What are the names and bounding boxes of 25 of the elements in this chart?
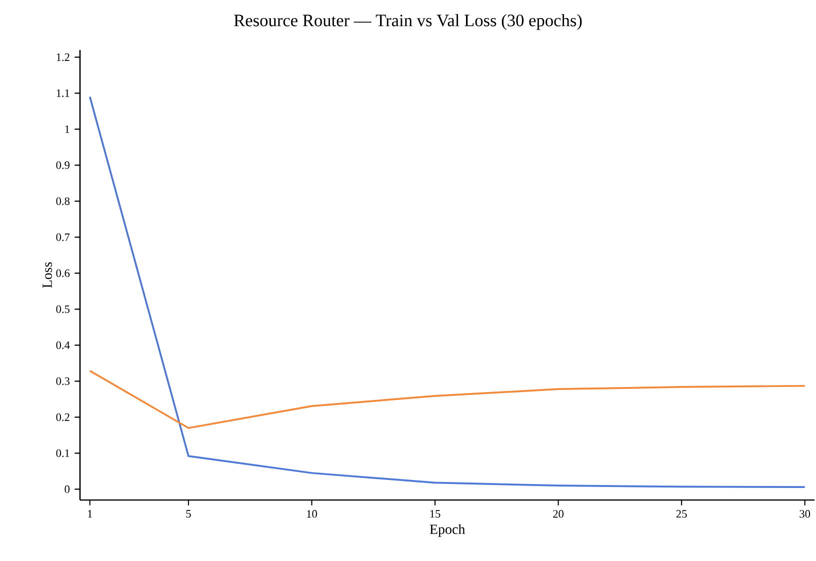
x-tick-label: 15 — [430, 510, 440, 518]
y-tick-label: 0.3 — [56, 377, 70, 386]
x-tick-label: 10 — [307, 510, 317, 518]
x-axis-title: Epoch — [430, 524, 466, 537]
y-tick-label: 0.8 — [56, 197, 70, 206]
y-tick-label: 1.2 — [56, 53, 70, 62]
x-tick-label: 1 — [88, 510, 92, 518]
y-tick-label: 0 — [64, 485, 70, 494]
x-tick-label: 30 — [800, 510, 810, 518]
x-tick-label: 5 — [186, 510, 191, 518]
y-tick-label: 1 — [65, 125, 70, 133]
y-tick-label: 0.4 — [56, 341, 70, 350]
y-tick-label: 1.1 — [56, 89, 70, 98]
y-tick-label: 0.9 — [56, 161, 70, 170]
y-tick-label: 0.5 — [56, 305, 70, 314]
line-series — [88, 370, 806, 429]
y-axis-title: Loss — [42, 262, 52, 288]
line-series — [88, 96, 806, 488]
y-tick-label: 0.7 — [56, 233, 70, 242]
x-tick-label: 20 — [553, 510, 564, 518]
y-tick-label: 0.1 — [56, 449, 70, 458]
y-tick-label: 0.6 — [56, 269, 70, 278]
y-tick-label: 0.2 — [56, 413, 70, 422]
x-tick-label: 25 — [676, 510, 687, 518]
chart-title: Resource Router — Train vs Val Loss (30 epochs) — [234, 14, 582, 30]
